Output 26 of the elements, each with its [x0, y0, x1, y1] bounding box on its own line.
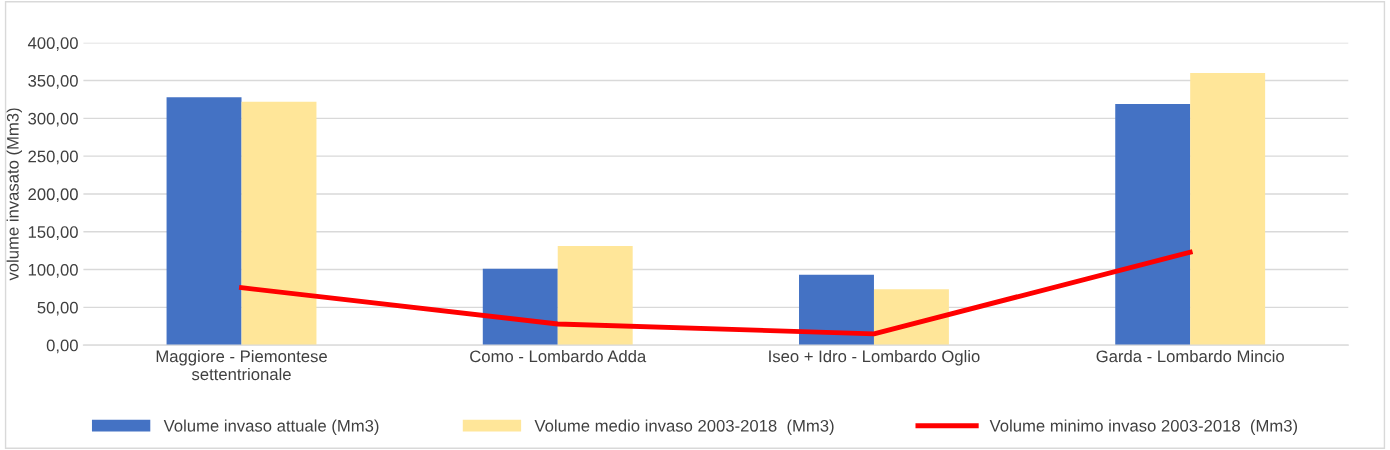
line-series [239, 249, 1193, 337]
y-tick-label: 100,00 [28, 263, 78, 278]
y-tick-label: 350,00 [28, 74, 78, 89]
y-tick-label: 400,00 [27, 37, 78, 51]
bar [1115, 103, 1191, 346]
y-tick-label: 0,00 [46, 339, 78, 354]
y-axis-title: volume invasato (Mm3) [6, 108, 22, 281]
bar [241, 101, 317, 346]
bar [557, 246, 633, 346]
x-tick-label: Como - Lombardo Adda [470, 350, 647, 363]
legend-label: Volume medio invaso 2003-2018 (Mm3) [534, 419, 834, 435]
bar [1190, 72, 1266, 346]
y-tick-label: 300,00 [28, 112, 78, 127]
bar [482, 268, 558, 346]
bar [873, 289, 949, 346]
x-tick-label: Garda - Lombardo Mincio [1096, 350, 1284, 363]
legend-label: Volume minimo invaso 2003-2018 (Mm3) [989, 419, 1298, 435]
bar [799, 274, 874, 346]
x-tick-label: Iseo + Idro - Lombardo Oglio [769, 350, 980, 366]
y-tick-label: 200,00 [28, 188, 78, 203]
legend-label: Volume invaso attuale (Mm3) [163, 419, 379, 435]
y-tick-label: 150,00 [28, 226, 78, 240]
y-tick-label: 250,00 [28, 150, 78, 165]
x-tick-label: Maggiore - Piemontese settentrionale [156, 350, 327, 381]
y-tick-label: 50,00 [37, 301, 78, 316]
bar [166, 97, 242, 346]
